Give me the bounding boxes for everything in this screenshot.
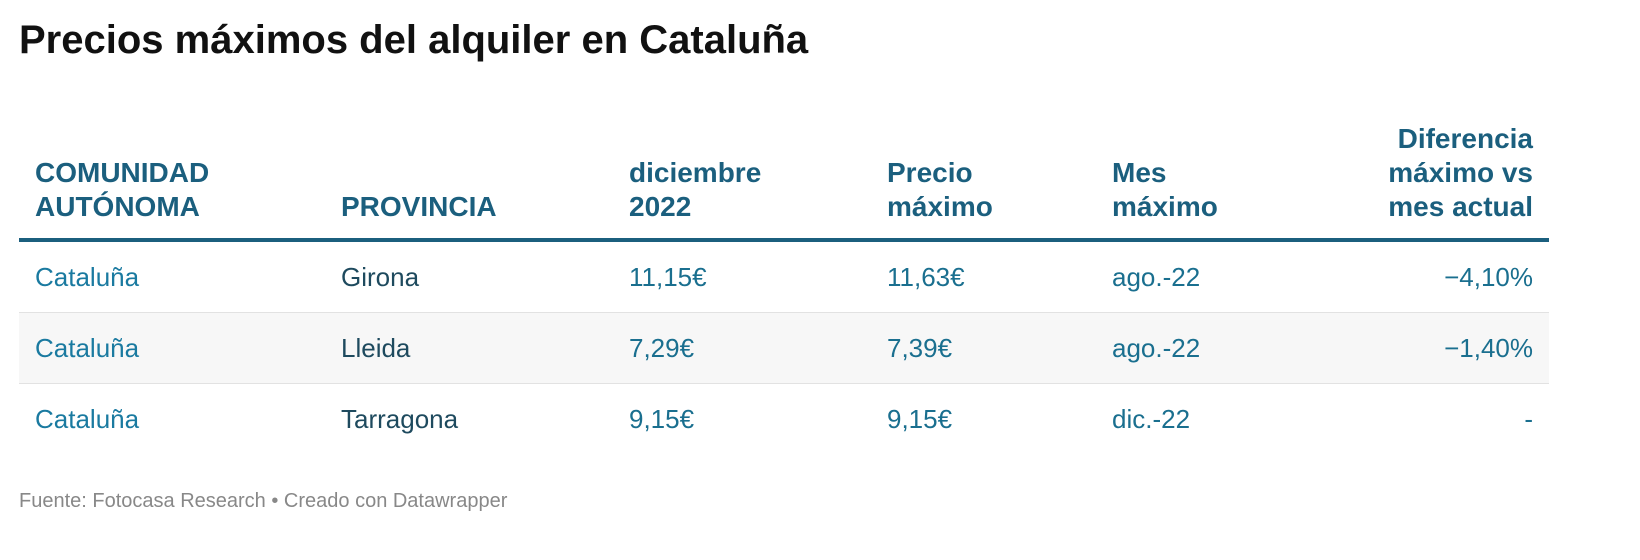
table-cell: −4,10%	[1300, 240, 1549, 313]
table-cell: Cataluña	[35, 403, 140, 434]
table-cell: dic.-22	[1112, 403, 1191, 434]
table-cell: Girona	[325, 240, 613, 313]
table-cell: 7,29€	[613, 312, 871, 384]
column-header: Diferencia máximo vs mes actual	[1300, 112, 1549, 242]
column-header-text: Precio máximo	[887, 157, 993, 222]
table-cell: ago.-22	[1096, 240, 1300, 313]
table-cell: Cataluña	[19, 240, 325, 313]
title: Precios máximos del alquiler en Cataluña	[19, 18, 809, 62]
column-header-text: PROVINCIA	[341, 191, 497, 222]
table-cell: Lleida	[325, 312, 613, 384]
table-cell: Cataluña	[19, 312, 325, 384]
table-cell: ago.-22	[1096, 312, 1300, 384]
table-cell: 7,39€	[871, 312, 1096, 384]
table-row: Cataluña Lleida 7,29€ 7,39€ ago.-22 −1,40%	[19, 312, 1549, 384]
footer-source: Fuente: Fotocasa Research • Creado con D…	[19, 490, 508, 512]
table-cell: 11,63€	[871, 240, 1096, 313]
column-header: COMUNIDAD AUTÓNOMA	[19, 112, 325, 242]
column-header: PROVINCIA	[325, 112, 613, 242]
table-cell: 9,15€	[887, 403, 953, 434]
column-header-text: Mes máximo	[1112, 157, 1218, 222]
table-cell: 9,15€	[629, 403, 695, 434]
table-cell: −1,40%	[1300, 312, 1549, 384]
table-cell: 11,15€	[613, 240, 871, 313]
column-header: diciembre 2022	[613, 112, 871, 242]
table-row: Cataluña Girona 11,15€ 11,63€ ago.-22 −4,10%	[19, 240, 1549, 313]
data-table: COMUNIDAD AUTÓNOMA PROVINCIA diciembre 202…	[19, 112, 1549, 454]
column-header-text: COMUNIDAD AUTÓNOMA	[35, 157, 210, 222]
column-header-text: Diferencia máximo vs mes actual	[1388, 123, 1533, 222]
table-cell: -	[1524, 403, 1533, 434]
column-header: Mes máximo	[1096, 112, 1300, 242]
column-header-text: diciembre 2022	[629, 157, 762, 222]
column-header: Precio máximo	[871, 112, 1096, 242]
table-row: Cataluña Tarragona 9,15€ 9,15€ dic.-22 -	[19, 384, 1549, 455]
table-cell: Tarragona	[341, 403, 459, 434]
